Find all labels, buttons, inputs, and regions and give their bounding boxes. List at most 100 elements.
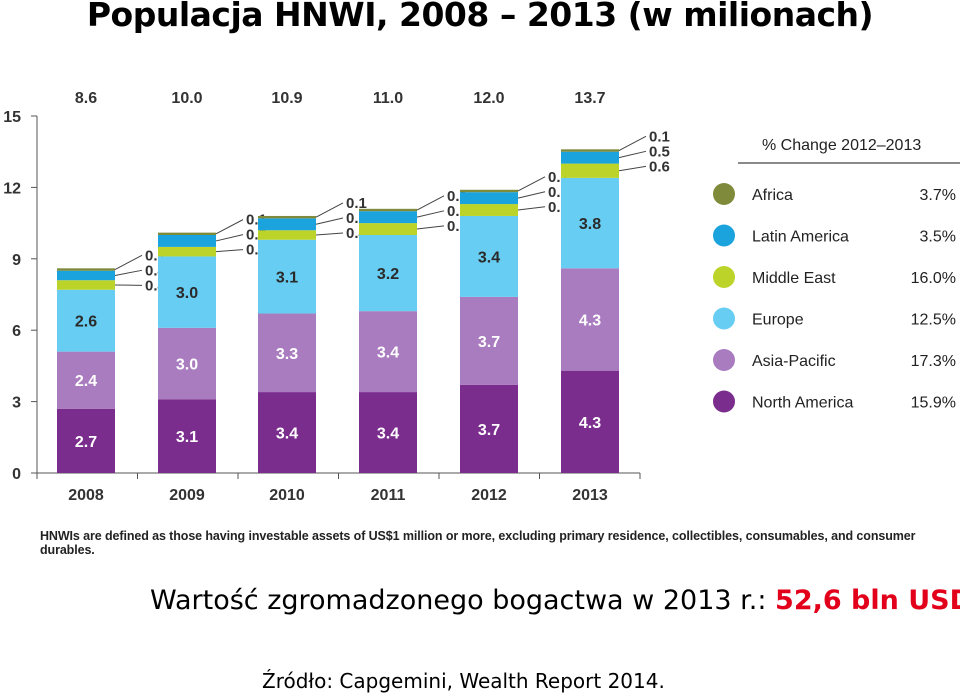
- leader-line: [517, 176, 546, 192]
- total-label: 10.0: [171, 90, 202, 107]
- x-tick-label: 2010: [269, 487, 305, 504]
- bar-segment: [158, 327, 216, 400]
- total-label: 12.0: [473, 90, 504, 107]
- x-tick-label: 2012: [471, 487, 507, 504]
- bar-segment: [158, 399, 216, 473]
- y-tick-label: 15: [3, 109, 21, 126]
- bar-segment: [561, 149, 619, 152]
- bar-segment: [258, 215, 316, 219]
- bar-segment: [57, 289, 115, 352]
- data-label: 0.6: [649, 158, 670, 175]
- legend-change: 15.9%: [911, 395, 956, 412]
- leader-line: [215, 234, 244, 242]
- leader-line: [215, 249, 244, 253]
- data-label: 2.7: [75, 434, 97, 451]
- bar-segment: [57, 270, 115, 281]
- bar-segment: [158, 246, 216, 257]
- bar-segment: [460, 189, 518, 193]
- bar-segment: [158, 256, 216, 328]
- bar-segment: [561, 177, 619, 269]
- data-label: 0.1: [346, 195, 367, 212]
- data-label: 0.1: [649, 128, 670, 145]
- bar-segment: [57, 351, 115, 409]
- bar-segment: [359, 235, 417, 312]
- data-label: 3.7: [478, 334, 500, 351]
- data-label: 3.4: [377, 426, 399, 443]
- legend-label: Africa: [752, 187, 793, 204]
- bar-segment: [460, 215, 518, 297]
- legend-change: 12.5%: [911, 312, 956, 329]
- legend-label: Middle East: [752, 270, 836, 287]
- bar-segment: [359, 211, 417, 224]
- wealth-summary-value: 52,6 bln USD: [775, 585, 960, 616]
- x-tick-label: 2011: [371, 487, 406, 504]
- legend-swatch: [713, 390, 735, 413]
- data-label: 3.2: [377, 266, 399, 283]
- leader-line: [517, 206, 546, 211]
- bar-segment: [258, 218, 316, 231]
- bar-segment: [258, 239, 316, 314]
- bar-segment: [158, 232, 216, 235]
- y-tick-label: 6: [12, 323, 21, 340]
- bar-segment: [460, 192, 518, 205]
- bar-segment: [359, 392, 417, 473]
- legend-label: Europe: [752, 312, 804, 329]
- bar-segment: [561, 268, 619, 371]
- bar-segment: [561, 370, 619, 473]
- data-label: 0.5: [649, 143, 670, 160]
- bar-segment: [460, 296, 518, 385]
- leader-line: [114, 254, 143, 270]
- leader-line: [416, 210, 445, 218]
- y-tick-label: 3: [12, 395, 21, 412]
- bar-segment: [258, 392, 316, 473]
- total-label: 10.9: [271, 90, 302, 107]
- leader-line: [315, 232, 344, 236]
- data-label: 3.7: [478, 422, 500, 439]
- legend-swatch: [713, 307, 735, 330]
- y-tick-label: 12: [3, 180, 21, 197]
- legend-label: Latin America: [752, 229, 849, 246]
- data-label: 3.4: [377, 345, 399, 362]
- wealth-summary-label: Wartość zgromadzonego bogactwa w 2013 r.…: [150, 585, 776, 616]
- bar-segment: [460, 384, 518, 473]
- data-label: 2.6: [75, 314, 97, 331]
- bar-segment: [57, 280, 115, 290]
- data-label: 3.1: [276, 270, 298, 287]
- legend-change: 17.3%: [911, 353, 956, 370]
- leader-line: [416, 195, 445, 211]
- leader-line: [517, 191, 546, 199]
- bar-segment: [258, 313, 316, 393]
- bar-segment: [258, 230, 316, 240]
- page-title: Populacja HNWI, 2008 – 2013 (w milionach…: [86, 0, 874, 34]
- y-tick-label: 0: [12, 466, 21, 483]
- chart-footnote: HNWIs are defined as those having invest…: [40, 529, 916, 557]
- leader-line: [416, 225, 445, 230]
- legend-swatch: [713, 266, 735, 288]
- legend-label: North America: [752, 395, 853, 412]
- bar-segment: [561, 151, 619, 164]
- data-label: 3.0: [176, 285, 198, 302]
- data-label: 2.4: [75, 373, 97, 390]
- leader-line: [114, 269, 143, 276]
- total-label: 8.6: [75, 90, 97, 107]
- data-label: 4.3: [579, 312, 601, 329]
- legend-change: 3.7%: [920, 187, 956, 204]
- leader-line: [215, 219, 244, 235]
- leader-line: [618, 150, 647, 159]
- data-label: 3.1: [176, 429, 198, 446]
- data-label: 3.4: [478, 249, 500, 266]
- bar-segment: [57, 408, 115, 473]
- data-label: 3.8: [579, 216, 601, 233]
- x-tick-label: 2009: [169, 487, 205, 504]
- bar-segment: [158, 235, 216, 247]
- total-label: 11.0: [373, 90, 403, 107]
- bar-segment: [460, 204, 518, 216]
- legend-swatch: [713, 183, 735, 205]
- leader-line: [315, 217, 344, 225]
- leader-line: [618, 135, 647, 151]
- bar-segment: [561, 163, 619, 178]
- bar-segment: [57, 268, 115, 271]
- stacked-bar-chart: 036912152.72.42.60.10.40.48.620083.13.03…: [3, 90, 960, 504]
- legend-change: 16.0%: [911, 270, 956, 287]
- data-label: 3.4: [276, 426, 298, 443]
